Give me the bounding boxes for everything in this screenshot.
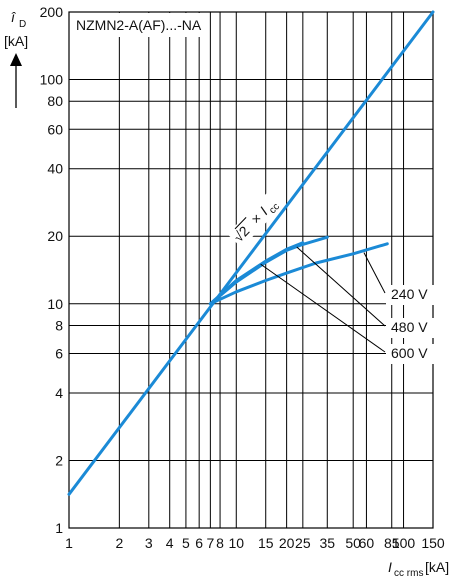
x-tick-label: 150: [421, 535, 445, 551]
y-axis-arrow-head: [10, 53, 22, 66]
x-tick-label: 100: [392, 535, 416, 551]
series-group: [67, 10, 435, 496]
voltage-leader-line: [363, 252, 386, 294]
y-tick-label: 60: [47, 121, 63, 137]
x-axis-symbol: I: [388, 559, 392, 575]
x-tick-label: 8: [216, 535, 224, 551]
y-tick-label: 40: [47, 161, 63, 177]
x-tick-label: 85: [384, 535, 400, 551]
y-tick-label: 20: [47, 228, 63, 244]
voltage-leader-line: [260, 263, 386, 353]
x-tick-label: 2: [115, 535, 123, 551]
title-background: [72, 13, 208, 37]
sqrt2-label: √2×Icc: [227, 187, 287, 248]
voltage-label-240v: 240 V: [391, 286, 428, 302]
x-tick-label: 25: [295, 535, 311, 551]
voltage-label-480v: 480 V: [391, 319, 428, 335]
y-tick-label: 4: [55, 385, 63, 401]
y-axis-unit: [kA]: [4, 33, 28, 49]
y-tick-label: 80: [47, 93, 63, 109]
series-line--2-icc: [67, 10, 435, 496]
series-line-240-v: [208, 242, 389, 306]
voltage-leader-line: [296, 246, 386, 327]
x-tick-label: 1: [65, 535, 73, 551]
x-tick-label: 35: [319, 535, 335, 551]
voltage-label-background: [386, 285, 438, 305]
sqrt2-label-overbar: [234, 217, 247, 230]
x-axis-unit: [kA]: [425, 559, 449, 575]
x-tick-label: 15: [258, 535, 274, 551]
x-tick-label: 5: [182, 535, 190, 551]
x-axis-label-background: [385, 556, 455, 578]
y-axis-symbol: î: [11, 9, 16, 25]
voltage-label-background: [386, 318, 438, 338]
y-tick-label: 6: [55, 346, 63, 362]
y-tick-label: 200: [40, 4, 64, 20]
voltage-label-background: [386, 344, 438, 364]
y-axis-subscript: D: [19, 19, 26, 30]
x-tick-label: 7: [206, 535, 214, 551]
series-line-600-v: [208, 241, 305, 306]
chart-title: NZMN2-A(AF)...-NA: [76, 17, 202, 33]
y-tick-label: 1: [55, 520, 63, 536]
annotations: NZMN2-A(AF)...-NAî D[kA]I cc rms [kA]√2×Icc…: [4, 9, 455, 579]
sqrt2-label-background: [227, 187, 287, 248]
y-tick-label: 100: [40, 72, 64, 88]
x-tick-label: 6: [195, 535, 203, 551]
x-tick-label: 60: [359, 535, 375, 551]
x-tick-label: 20: [279, 535, 295, 551]
x-tick-label: 50: [345, 535, 361, 551]
x-tick-label: 4: [166, 535, 174, 551]
x-axis-subscript: cc rms: [394, 568, 423, 579]
y-tick-label: 8: [55, 317, 63, 333]
x-tick-label: 3: [145, 535, 153, 551]
x-tick-label: 10: [228, 535, 244, 551]
plot-frame: [68, 11, 434, 529]
voltage-label-600v: 600 V: [391, 345, 428, 361]
y-tick-label: 2: [55, 452, 63, 468]
y-tick-labels: 1 2 4 6 8 10 20 40 60 80 100 200: [40, 4, 64, 536]
y-tick-label: 10: [47, 296, 63, 312]
